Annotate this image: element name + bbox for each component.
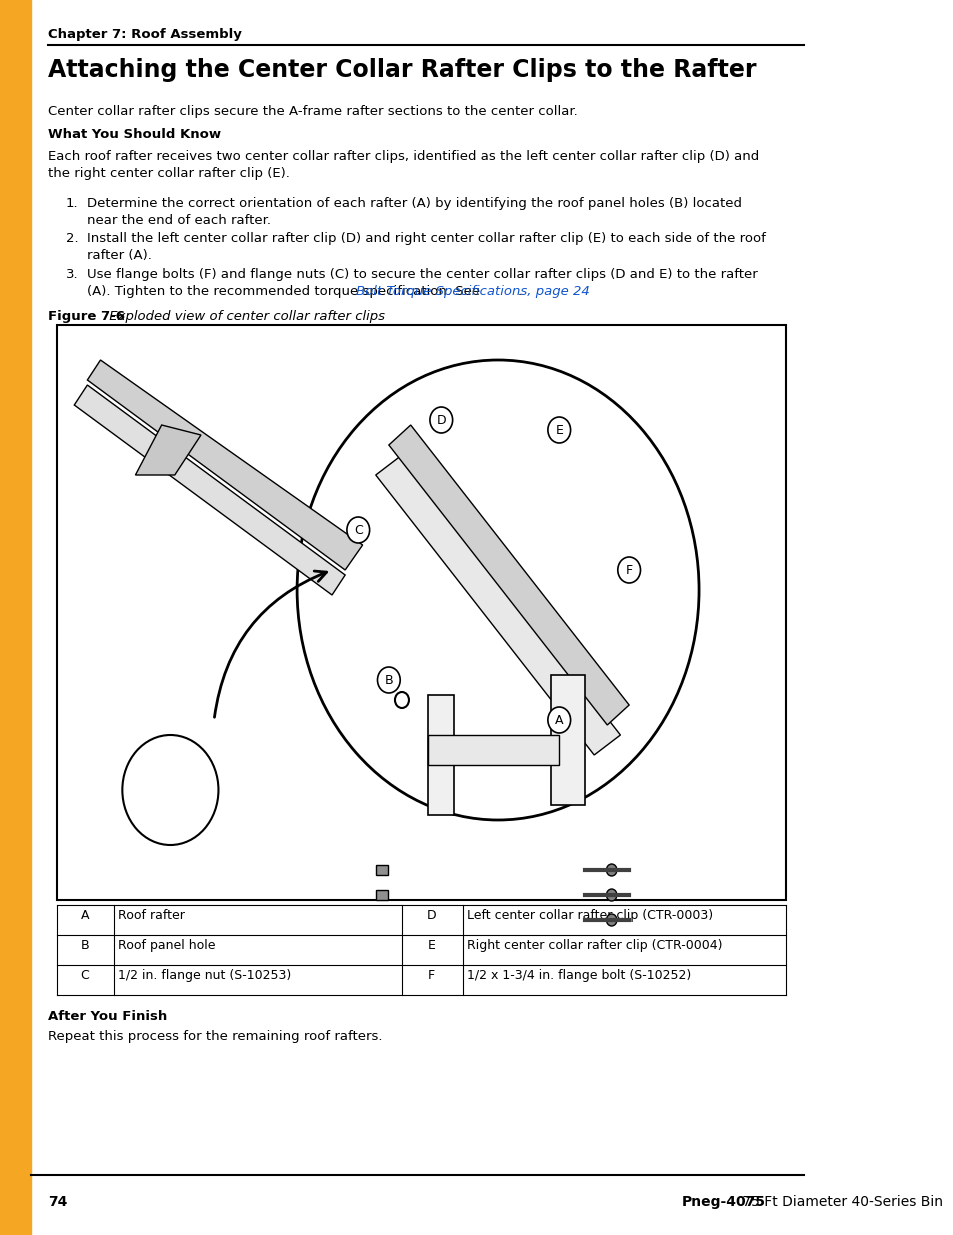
Polygon shape [74, 385, 345, 595]
Text: (A). Tighten to the recommended torque specification. See: (A). Tighten to the recommended torque s… [88, 285, 484, 298]
Text: After You Finish: After You Finish [48, 1010, 167, 1023]
Polygon shape [428, 735, 558, 764]
Text: Each roof rafter receives two center collar rafter clips, identified as the left: Each roof rafter receives two center col… [48, 149, 759, 180]
Text: B: B [80, 939, 89, 952]
Text: Install the left center collar rafter clip (D) and right center collar rafter cl: Install the left center collar rafter cl… [88, 232, 765, 262]
Bar [0, 0, 31, 1235]
Circle shape [606, 914, 617, 926]
Text: B: B [384, 673, 393, 687]
Polygon shape [550, 676, 585, 805]
Text: 2.: 2. [66, 232, 78, 245]
Text: D: D [436, 414, 446, 426]
Bar [57, 325, 785, 900]
Text: F: F [625, 563, 632, 577]
FancyBboxPatch shape [375, 864, 388, 876]
Text: Left center collar rafter clip (CTR-0003): Left center collar rafter clip (CTR-0003… [467, 909, 713, 923]
Text: Exploded view of center collar rafter clips: Exploded view of center collar rafter cl… [105, 310, 384, 324]
Text: Figure 7-6: Figure 7-6 [48, 310, 125, 324]
Text: What You Should Know: What You Should Know [48, 128, 221, 141]
Text: Chapter 7: Roof Assembly: Chapter 7: Roof Assembly [48, 28, 242, 41]
Polygon shape [428, 695, 454, 815]
Circle shape [377, 667, 400, 693]
Circle shape [618, 557, 639, 583]
Text: A: A [555, 714, 563, 726]
Circle shape [547, 417, 570, 443]
Text: .: . [517, 285, 521, 298]
Text: D: D [426, 909, 436, 923]
Text: Bolt Torque Specifications, page 24: Bolt Torque Specifications, page 24 [355, 285, 589, 298]
Text: Attaching the Center Collar Rafter Clips to the Rafter: Attaching the Center Collar Rafter Clips… [48, 58, 756, 82]
Text: Repeat this process for the remaining roof rafters.: Repeat this process for the remaining ro… [48, 1030, 382, 1044]
Text: F: F [428, 969, 435, 982]
Text: E: E [427, 939, 436, 952]
Circle shape [606, 889, 617, 902]
Text: C: C [80, 969, 89, 982]
Text: Use flange bolts (F) and flange nuts (C) to secure the center collar rafter clip: Use flange bolts (F) and flange nuts (C)… [88, 268, 758, 282]
Text: Roof panel hole: Roof panel hole [118, 939, 215, 952]
Text: Pneg-4075: Pneg-4075 [680, 1195, 764, 1209]
FancyArrowPatch shape [214, 571, 326, 718]
Text: 3.: 3. [66, 268, 78, 282]
Text: Roof rafter: Roof rafter [118, 909, 185, 923]
FancyBboxPatch shape [375, 890, 388, 900]
Circle shape [430, 408, 452, 433]
Polygon shape [135, 425, 201, 475]
Text: 1/2 x 1-3/4 in. flange bolt (S-10252): 1/2 x 1-3/4 in. flange bolt (S-10252) [467, 969, 691, 982]
Circle shape [606, 864, 617, 876]
Text: 1/2 in. flange nut (S-10253): 1/2 in. flange nut (S-10253) [118, 969, 291, 982]
Circle shape [347, 517, 369, 543]
Polygon shape [389, 425, 628, 725]
Text: Right center collar rafter clip (CTR-0004): Right center collar rafter clip (CTR-000… [467, 939, 722, 952]
Text: Center collar rafter clips secure the A-frame rafter sections to the center coll: Center collar rafter clips secure the A-… [48, 105, 578, 119]
Text: 74: 74 [48, 1195, 68, 1209]
Text: 1.: 1. [66, 198, 78, 210]
Text: 75 Ft Diameter 40-Series Bin: 75 Ft Diameter 40-Series Bin [738, 1195, 943, 1209]
Polygon shape [375, 454, 619, 755]
Polygon shape [88, 359, 362, 571]
Text: A: A [80, 909, 89, 923]
Text: C: C [354, 524, 362, 536]
Circle shape [296, 359, 699, 820]
Text: E: E [555, 424, 562, 436]
Circle shape [547, 706, 570, 734]
Text: Determine the correct orientation of each rafter (A) by identifying the roof pan: Determine the correct orientation of eac… [88, 198, 741, 227]
